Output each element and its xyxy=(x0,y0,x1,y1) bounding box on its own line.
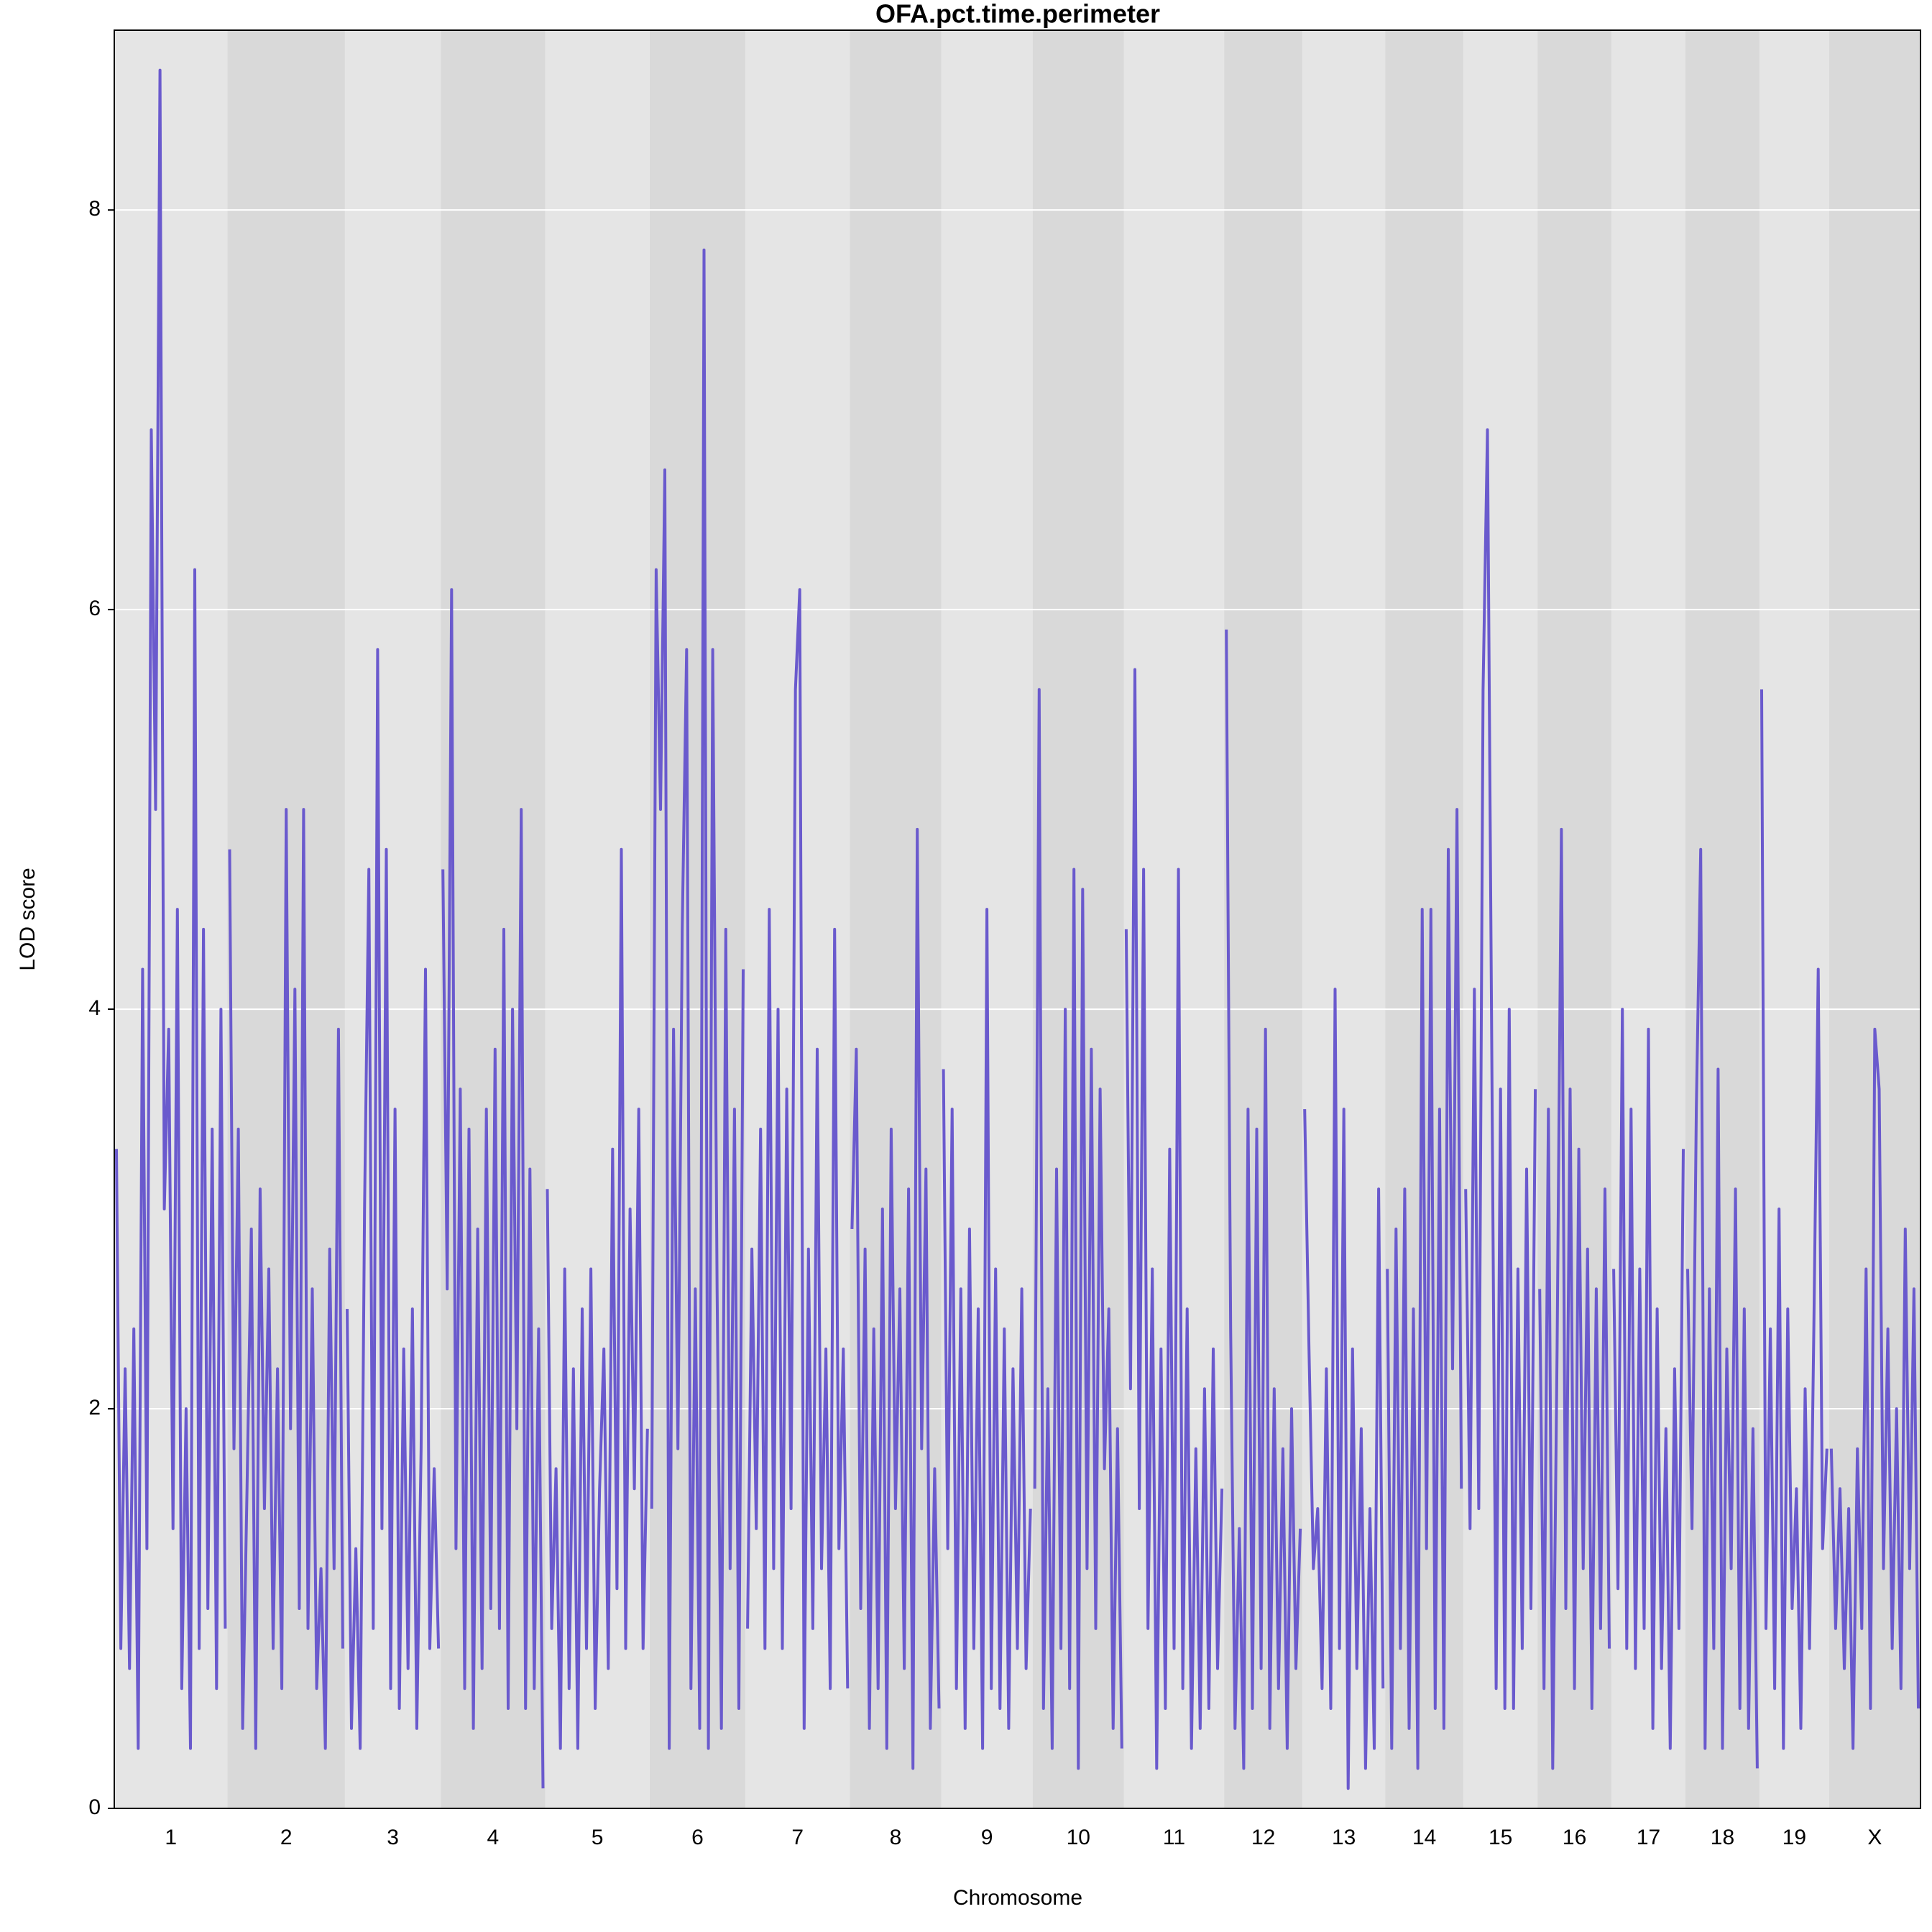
lod-line xyxy=(1386,808,1463,1770)
chromosome-band xyxy=(1463,30,1538,1808)
lod-line xyxy=(1303,988,1385,1790)
lod-line xyxy=(1225,629,1302,1770)
lod-line xyxy=(441,588,545,1789)
lod-line xyxy=(346,648,441,1750)
lod-line xyxy=(228,808,344,1750)
x-tick-label: 14 xyxy=(1412,1826,1436,1849)
x-tick-label: 18 xyxy=(1711,1826,1734,1849)
chromosome-band xyxy=(745,30,850,1808)
lod-line xyxy=(1538,827,1611,1770)
lod-line xyxy=(650,248,745,1750)
y-tick-label: 0 xyxy=(88,1795,101,1819)
y-tick-label: 8 xyxy=(88,197,101,221)
lod-line xyxy=(115,68,227,1750)
x-tick-label: 17 xyxy=(1637,1826,1660,1849)
lod-line xyxy=(1464,428,1537,1710)
x-tick-label: 1 xyxy=(165,1826,177,1849)
x-tick-label: 7 xyxy=(791,1826,804,1849)
lod-line xyxy=(942,908,1032,1750)
plot-border xyxy=(114,29,1921,1809)
x-tick-label: X xyxy=(1867,1826,1882,1849)
x-tick-label: 15 xyxy=(1489,1826,1512,1849)
x-tick-label: 3 xyxy=(387,1826,399,1849)
lod-line xyxy=(1033,688,1123,1770)
chromosome-band xyxy=(850,30,942,1808)
lod-line xyxy=(1124,668,1224,1770)
lod-line xyxy=(1760,689,1828,1750)
y-tick-label: 2 xyxy=(88,1396,101,1420)
x-tick-label: 9 xyxy=(981,1826,993,1849)
chromosome-band xyxy=(1611,30,1686,1808)
x-tick-label: 4 xyxy=(487,1826,499,1849)
x-tick-label: 16 xyxy=(1563,1826,1586,1849)
x-tick-label: 10 xyxy=(1067,1826,1090,1849)
lod-line xyxy=(1686,847,1759,1769)
x-tick-label: 11 xyxy=(1163,1826,1185,1849)
y-axis-title: LOD score xyxy=(16,868,40,970)
chart-title: OFA.pct.time.perimeter xyxy=(875,0,1160,29)
x-axis-title: Chromosome xyxy=(953,1886,1082,1910)
x-tick-label: 13 xyxy=(1332,1826,1356,1849)
lod-line xyxy=(1829,1027,1920,1750)
x-tick-label: 12 xyxy=(1251,1826,1275,1849)
y-tick-label: 4 xyxy=(88,996,101,1020)
chromosome-band xyxy=(1828,30,1920,1808)
lines xyxy=(115,68,1920,1790)
x-tick-label: 8 xyxy=(890,1826,902,1849)
y-tick-label: 6 xyxy=(88,597,101,620)
lod-line xyxy=(850,827,941,1770)
x-tick-label: 5 xyxy=(592,1826,604,1849)
x-tick-label: 2 xyxy=(280,1826,293,1849)
x-tick-label: 6 xyxy=(691,1826,704,1849)
chromosome-band xyxy=(1385,30,1464,1808)
x-tick-label: 19 xyxy=(1782,1826,1806,1849)
lod-line xyxy=(746,588,850,1730)
lod-line xyxy=(1612,1008,1685,1750)
lod-line xyxy=(546,847,649,1750)
